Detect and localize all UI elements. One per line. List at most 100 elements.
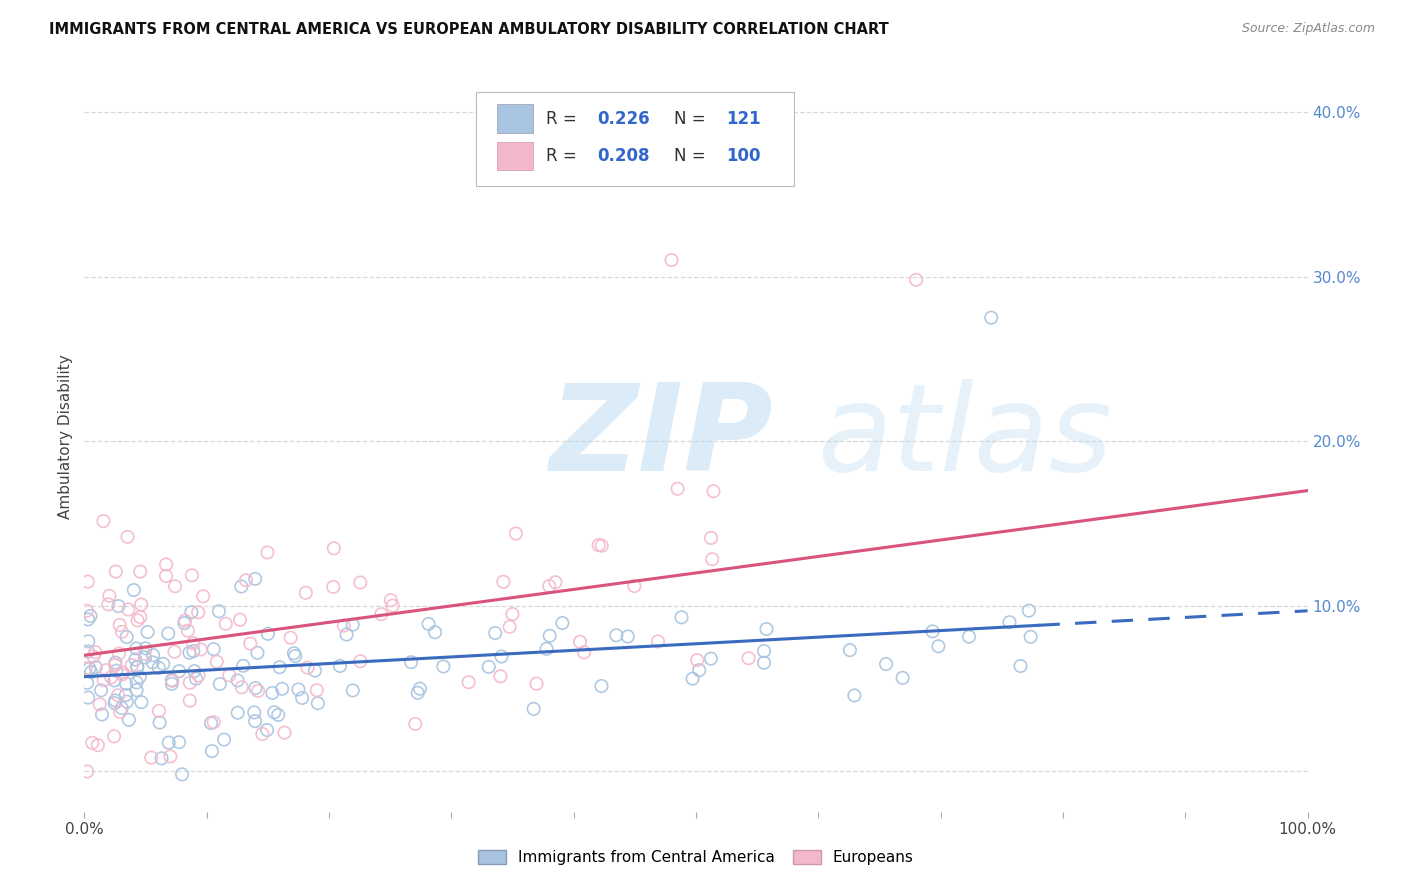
Point bbox=[90, 683, 112, 698]
FancyBboxPatch shape bbox=[475, 93, 794, 186]
Point bbox=[76, 574, 98, 589]
Text: ZIP: ZIP bbox=[550, 378, 773, 496]
Point bbox=[128, 670, 150, 684]
Point bbox=[104, 696, 127, 710]
Point bbox=[752, 656, 775, 670]
Point bbox=[423, 625, 446, 640]
Text: R =: R = bbox=[546, 147, 582, 165]
Point bbox=[124, 652, 146, 666]
Point bbox=[399, 655, 422, 669]
Text: IMMIGRANTS FROM CENTRAL AMERICA VS EUROPEAN AMBULATORY DISABILITY CORRELATION CH: IMMIGRANTS FROM CENTRAL AMERICA VS EUROP… bbox=[49, 22, 889, 37]
Point bbox=[100, 670, 122, 684]
Point bbox=[349, 654, 371, 668]
Point bbox=[538, 579, 561, 593]
Point bbox=[686, 653, 709, 667]
Text: 100: 100 bbox=[727, 147, 761, 165]
Point bbox=[179, 646, 201, 660]
Point bbox=[875, 657, 897, 671]
Point bbox=[77, 690, 100, 705]
Point bbox=[287, 682, 309, 697]
Point bbox=[115, 695, 138, 709]
Point bbox=[380, 593, 402, 607]
Point bbox=[155, 558, 177, 572]
Point bbox=[245, 681, 267, 695]
Point bbox=[844, 689, 866, 703]
Point bbox=[404, 716, 426, 731]
Point bbox=[502, 162, 524, 177]
Point bbox=[333, 618, 356, 632]
Point bbox=[184, 672, 207, 686]
Point bbox=[129, 598, 152, 612]
Point bbox=[93, 514, 115, 528]
Point bbox=[647, 634, 669, 648]
Point bbox=[148, 661, 170, 675]
Point bbox=[349, 575, 371, 590]
Point bbox=[84, 660, 107, 674]
Point bbox=[839, 643, 862, 657]
FancyBboxPatch shape bbox=[496, 142, 533, 170]
Point bbox=[159, 749, 181, 764]
Point bbox=[905, 273, 928, 287]
Point bbox=[108, 647, 131, 661]
Point bbox=[304, 664, 326, 678]
Point bbox=[688, 663, 710, 677]
FancyBboxPatch shape bbox=[496, 104, 533, 133]
Point bbox=[76, 675, 98, 690]
Point bbox=[93, 673, 115, 688]
Point bbox=[108, 705, 131, 719]
Point bbox=[163, 579, 186, 593]
Point bbox=[202, 715, 225, 730]
Text: 121: 121 bbox=[727, 110, 761, 128]
Point bbox=[117, 602, 139, 616]
Point bbox=[212, 732, 235, 747]
Point bbox=[457, 675, 479, 690]
Point bbox=[142, 656, 165, 670]
Point bbox=[269, 660, 291, 674]
Point bbox=[104, 658, 127, 673]
Point bbox=[921, 624, 943, 639]
Point bbox=[127, 659, 149, 673]
Point bbox=[305, 683, 328, 698]
Point bbox=[117, 530, 139, 544]
Point bbox=[957, 630, 980, 644]
Point bbox=[752, 644, 775, 658]
Point bbox=[247, 684, 270, 698]
Point bbox=[671, 610, 693, 624]
Point bbox=[256, 545, 278, 559]
Point bbox=[381, 599, 404, 613]
Y-axis label: Ambulatory Disability: Ambulatory Disability bbox=[58, 355, 73, 519]
Point bbox=[737, 651, 759, 665]
Point bbox=[80, 665, 103, 679]
Point bbox=[256, 723, 278, 737]
Point bbox=[232, 658, 254, 673]
Point bbox=[432, 659, 454, 673]
Point bbox=[79, 608, 101, 623]
Point bbox=[150, 751, 173, 765]
Point bbox=[617, 630, 640, 644]
Point bbox=[478, 660, 501, 674]
Point bbox=[125, 675, 148, 690]
Point bbox=[505, 526, 527, 541]
Text: atlas: atlas bbox=[818, 378, 1114, 496]
Point bbox=[77, 612, 100, 626]
Point bbox=[111, 667, 134, 681]
Point bbox=[115, 676, 138, 690]
Point bbox=[927, 640, 949, 654]
Point bbox=[187, 668, 209, 682]
Point bbox=[623, 579, 645, 593]
Point bbox=[273, 725, 295, 739]
Point bbox=[76, 604, 98, 618]
Point bbox=[215, 616, 238, 631]
Point bbox=[134, 650, 156, 665]
Point bbox=[91, 707, 114, 722]
Point bbox=[141, 750, 163, 764]
Point bbox=[187, 605, 209, 619]
Point bbox=[193, 589, 215, 603]
Point bbox=[262, 686, 284, 700]
Point bbox=[148, 704, 170, 718]
Point bbox=[174, 614, 197, 628]
Text: 0.226: 0.226 bbox=[598, 110, 650, 128]
Point bbox=[605, 628, 627, 642]
Point bbox=[231, 580, 253, 594]
Point bbox=[103, 729, 125, 743]
